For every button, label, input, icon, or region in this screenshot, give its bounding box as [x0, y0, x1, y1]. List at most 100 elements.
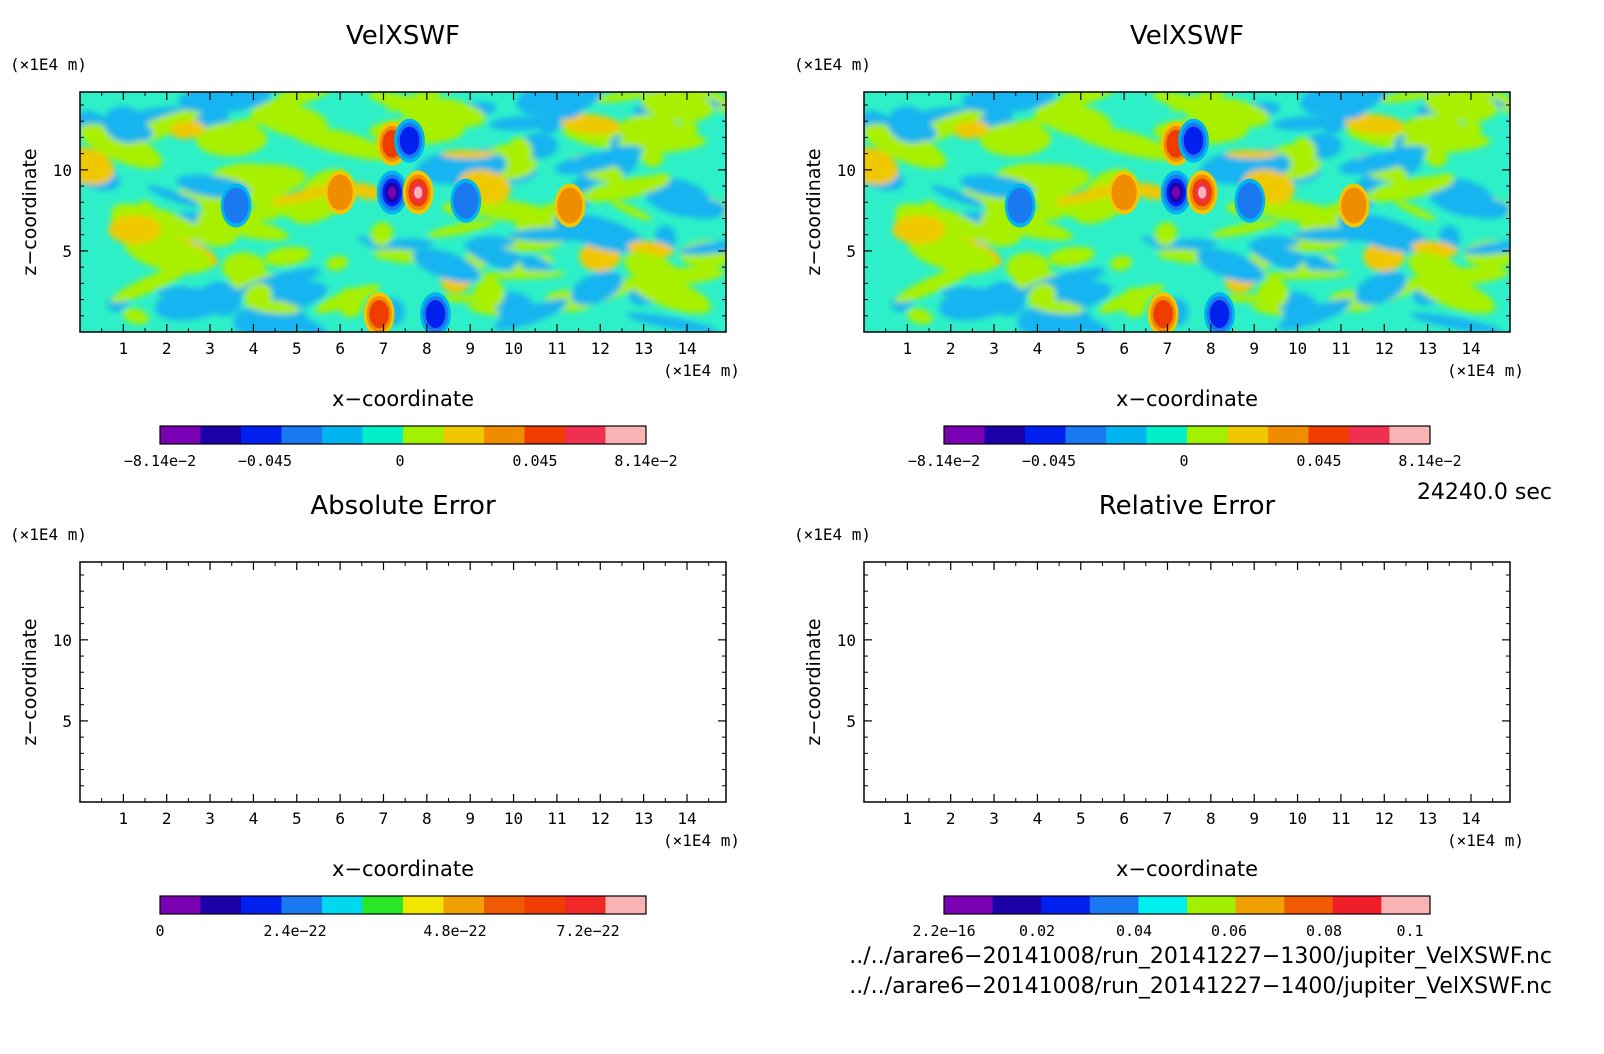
texture-patch [1293, 227, 1386, 242]
x-tick-label: 11 [1331, 809, 1350, 828]
x-tick-label: 4 [1033, 809, 1043, 828]
texture-patch [386, 92, 444, 112]
colorbar-swatch [1284, 896, 1334, 914]
texture-patch [561, 127, 624, 149]
texture-patch [554, 151, 629, 175]
x-tick-label: 10 [1288, 339, 1307, 358]
texture-patch [80, 147, 115, 185]
texture-patch [489, 116, 553, 131]
texture-patch [1255, 235, 1300, 248]
texture-patch [980, 122, 1052, 157]
texture-patch [1374, 92, 1440, 103]
texture-patch [1211, 219, 1280, 238]
texture-patch [326, 255, 348, 271]
texture-patch [1400, 135, 1434, 147]
x-tick-label: 14 [677, 339, 696, 358]
colorbar-swatch [1138, 896, 1188, 914]
texture-patch [864, 147, 899, 185]
texture-patch [1055, 92, 1119, 108]
feature-5 [394, 118, 425, 163]
time-label: 24240.0 sec [1416, 480, 1552, 505]
colorbar-swatch [1227, 426, 1269, 444]
feature-1 [1186, 170, 1218, 215]
texture-patch [616, 135, 650, 147]
colorbar-swatch [1025, 426, 1066, 444]
feature-contour [1171, 186, 1181, 199]
x-tick-label: 11 [547, 339, 566, 358]
texture-patch [1327, 95, 1369, 120]
x-tick-label: 11 [547, 809, 566, 828]
texture-patch [257, 103, 328, 138]
y-tick-label: 5 [62, 712, 72, 731]
x-axis-label: x−coordinate [1116, 857, 1258, 881]
colorbar-label: 0.02 [1019, 922, 1055, 940]
colorbar-label: 0.08 [1306, 922, 1342, 940]
x-tick-label: 14 [1461, 339, 1480, 358]
heatmap-texture [80, 92, 726, 332]
colorbar-swatch [281, 426, 323, 444]
colorbar-label: 0.04 [1116, 922, 1152, 940]
y-unit-label: (×1E4 m) [794, 55, 871, 74]
colorbar-label: 4.8e−22 [423, 922, 486, 940]
x-tick-label: 5 [1076, 809, 1086, 828]
x-tick-label: 4 [249, 809, 259, 828]
feature-contour [1153, 300, 1173, 329]
colorbar-swatch [403, 426, 444, 444]
feature-contour [1341, 187, 1367, 224]
x-tick-label: 3 [989, 339, 999, 358]
feature-contour [1007, 187, 1033, 224]
colorbar-swatch [524, 896, 566, 914]
texture-patch [641, 92, 714, 122]
x-tick-label: 5 [292, 809, 302, 828]
x-axis-label: x−coordinate [332, 387, 474, 411]
feature-contour [413, 186, 423, 199]
colorbar-swatch [1041, 896, 1091, 914]
feature-contour [1209, 300, 1230, 329]
x-unit-label: (×1E4 m) [1447, 831, 1524, 850]
colorbar-swatch [1089, 896, 1139, 914]
x-tick-label: 10 [504, 339, 523, 358]
x-tick-label: 6 [1119, 809, 1129, 828]
texture-patch [980, 212, 1073, 241]
texture-patch [1154, 221, 1177, 247]
x-tick-label: 9 [1249, 339, 1259, 358]
feature-7 [324, 170, 356, 215]
feature-contour [1197, 186, 1207, 199]
texture-patch [1251, 198, 1340, 224]
texture-patch [579, 175, 671, 202]
texture-patch [156, 286, 189, 297]
x-axis-label: x−coordinate [332, 857, 474, 881]
colorbar-swatch [1187, 896, 1237, 914]
panel-title: VelXSWF [346, 21, 460, 51]
colorbar-label: 8.14e−2 [1398, 452, 1461, 470]
texture-patch [629, 274, 712, 314]
feature-contour [327, 174, 353, 211]
x-unit-label: (×1E4 m) [663, 831, 740, 850]
x-tick-label: 7 [1163, 809, 1173, 828]
texture-patch [271, 92, 335, 108]
panel-title: Relative Error [1099, 491, 1276, 521]
x-tick-label: 2 [162, 339, 172, 358]
feature-8 [220, 183, 252, 228]
texture-patch [1251, 303, 1285, 316]
x-tick-label: 8 [422, 809, 432, 828]
file-path-1: ../../arare6−20141008/run_20141227−1300/… [849, 944, 1552, 969]
x-tick-label: 12 [1375, 809, 1394, 828]
colorbar-swatch [1065, 426, 1107, 444]
feature-contour [557, 187, 583, 224]
colorbar-label: 0 [1179, 452, 1188, 470]
feature-8 [1004, 183, 1036, 228]
y-axis-label: z−coordinate [19, 618, 41, 745]
texture-patch [1463, 240, 1510, 255]
colorbar-swatch [1268, 426, 1309, 444]
texture-patch [464, 240, 532, 273]
texture-patch [1413, 274, 1496, 314]
feature-2 [363, 292, 395, 332]
x-tick-label: 13 [634, 809, 653, 828]
x-tick-label: 2 [946, 339, 956, 358]
colorbar-swatch [484, 896, 525, 914]
x-axis-label: x−coordinate [1116, 387, 1258, 411]
texture-patch [1342, 113, 1406, 135]
texture-patch [908, 234, 996, 274]
